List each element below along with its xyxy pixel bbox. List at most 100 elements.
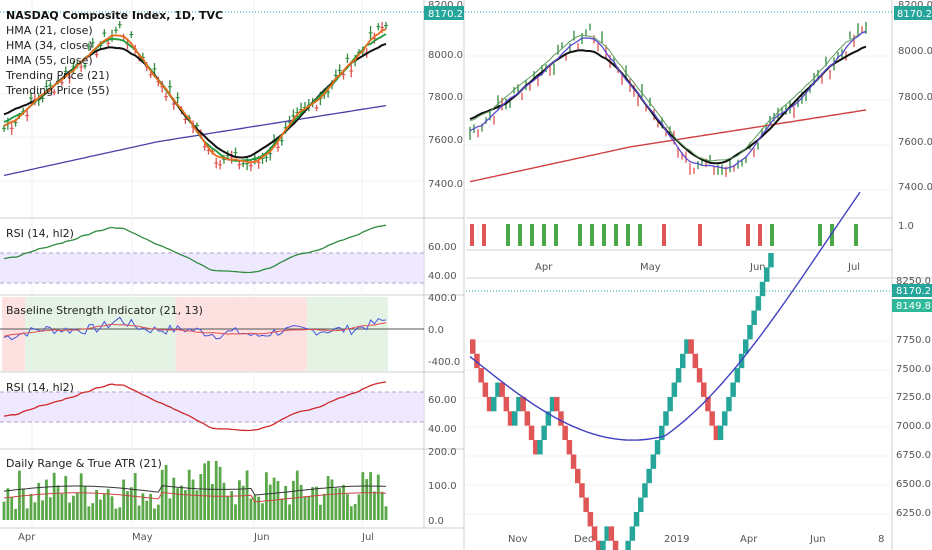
- atr-bar: [87, 506, 91, 520]
- signal-bar: [698, 224, 702, 246]
- atr-bar: [95, 490, 99, 520]
- atr-bar: [122, 479, 126, 520]
- atr-bar: [361, 472, 365, 520]
- renko-brick: [608, 526, 615, 541]
- baseline-bg: [322, 297, 327, 371]
- atr-bar: [168, 498, 172, 520]
- tick-label: 7000.0: [896, 421, 931, 432]
- renko-brick: [650, 454, 657, 469]
- baseline-bg: [63, 297, 68, 371]
- atr-bar: [222, 482, 226, 520]
- left-main-pane: [0, 0, 424, 528]
- atr-bar: [149, 493, 153, 520]
- baseline-bg: [160, 297, 165, 371]
- baseline-bg: [356, 297, 361, 371]
- renko-brick: [755, 296, 762, 311]
- rsi-red-line: [3, 381, 387, 432]
- baseline-bg: [333, 297, 338, 371]
- renko-price-label: 8170.2: [896, 286, 931, 297]
- baseline-bg: [175, 297, 180, 371]
- baseline-bg: [353, 297, 358, 371]
- atr-bar: [303, 496, 307, 520]
- atr-bar: [214, 461, 218, 520]
- atr-bar: [118, 507, 122, 520]
- baseline-bg: [275, 297, 280, 371]
- atr-bar: [45, 479, 48, 520]
- baseline-bg: [129, 297, 134, 371]
- renko-pane: [466, 191, 892, 550]
- atr-bar: [91, 503, 95, 520]
- true-atr-line: [3, 485, 387, 496]
- atr-bar: [311, 487, 315, 520]
- renko-brick: [503, 396, 510, 412]
- tick-label: 1.0: [898, 221, 914, 232]
- baseline-bg: [2, 297, 6, 371]
- x-tick-label: Jun: [253, 532, 270, 543]
- x-tick-label: Apr: [18, 532, 36, 543]
- atr-bar: [280, 498, 284, 520]
- baseline-label: Baseline Strength Indicator (21, 13): [6, 304, 203, 317]
- baseline-bg: [187, 297, 192, 371]
- baseline-bg: [268, 297, 273, 371]
- atr-bar: [334, 488, 338, 520]
- atr-bar: [319, 504, 322, 520]
- baseline-bg: [345, 297, 350, 371]
- ma-line-black: [469, 45, 867, 165]
- atr-bar: [380, 491, 384, 520]
- renko-brick: [575, 468, 581, 484]
- baseline-bg: [32, 297, 37, 371]
- x-tick-label: Dec: [574, 534, 593, 545]
- baseline-bg: [291, 297, 296, 371]
- atr-bar: [183, 490, 187, 520]
- left-y-axis: 8000.0 7800.0 7600.0 7400.0 8200.0 8170.…: [424, 0, 464, 190]
- baseline-bg: [94, 297, 99, 371]
- signal-bar: [482, 224, 486, 246]
- baseline-bg: [272, 297, 277, 371]
- renko-brick: [507, 411, 514, 426]
- atr-bar: [191, 479, 195, 520]
- atr-bar: [226, 496, 230, 520]
- renko-brick: [747, 324, 753, 340]
- atr-bar: [218, 466, 222, 520]
- x-tick-label: May: [132, 532, 153, 543]
- legend-hma55: HMA (55, close): [6, 54, 93, 67]
- x-tick-label: Nov: [508, 534, 528, 545]
- baseline-bg: [152, 297, 157, 371]
- tick-label: 8200.0: [898, 0, 932, 11]
- baseline-bg: [137, 297, 142, 371]
- atr-bar: [41, 500, 44, 520]
- atr-bar: [295, 470, 299, 520]
- atr-bar: [56, 485, 60, 520]
- baseline-bg: [306, 297, 311, 371]
- baseline-bg: [368, 297, 373, 371]
- renko-brick: [701, 382, 707, 397]
- renko-ma-line: [469, 191, 861, 441]
- signal-bar: [746, 224, 750, 246]
- signal-bar: [578, 224, 582, 246]
- baseline-bg: [364, 297, 369, 371]
- baseline-bg: [125, 297, 130, 371]
- rsi-label: RSI (14, hl2): [6, 227, 74, 240]
- renko-brick: [633, 512, 640, 527]
- baseline-bg: [194, 297, 199, 371]
- atr-bar: [257, 496, 261, 520]
- tick-label: 60.00: [428, 242, 457, 253]
- renko-brick: [545, 411, 552, 426]
- renko-brick: [696, 368, 703, 383]
- renko-brick: [726, 396, 732, 412]
- signal-bar: [770, 224, 774, 246]
- atr-bar: [37, 482, 41, 520]
- renko-brick: [642, 483, 648, 498]
- baseline-bg: [302, 297, 307, 371]
- right-x-axis: Apr May Jun Jul: [535, 262, 860, 273]
- renko-brick: [587, 512, 594, 527]
- x-tick-label: Jun: [809, 534, 826, 545]
- renko-brick: [612, 540, 619, 550]
- right-main-pane: [466, 21, 892, 246]
- renko-brick: [596, 540, 602, 550]
- renko-brick: [675, 368, 682, 383]
- renko-brick: [512, 411, 518, 426]
- last-price-label-right: 8170.2: [897, 9, 932, 20]
- baseline-bg: [148, 297, 153, 371]
- atr-bar: [307, 496, 311, 520]
